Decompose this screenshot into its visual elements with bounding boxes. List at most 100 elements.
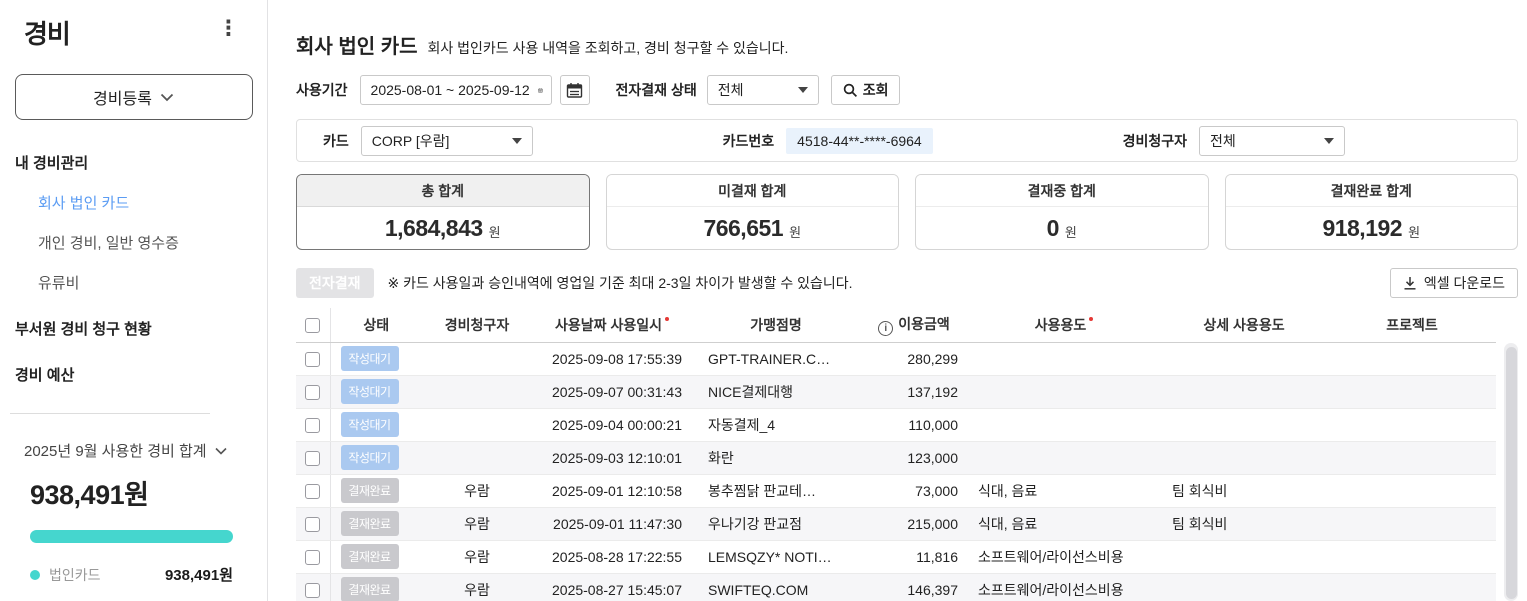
- row-checkbox[interactable]: [305, 582, 321, 598]
- project-cell: [1328, 573, 1496, 601]
- project-cell: [1328, 375, 1496, 409]
- download-icon: [1404, 276, 1416, 290]
- row-checkbox[interactable]: [305, 450, 321, 466]
- datetime-cell: 2025-09-01 12:10:58: [532, 474, 692, 508]
- row-checkbox-cell: [296, 441, 331, 475]
- table-row[interactable]: 작성대기 2025-09-03 12:10:01 화란 123,000: [296, 441, 1496, 475]
- chevron-down-icon: [215, 447, 227, 455]
- row-checkbox[interactable]: [305, 384, 321, 400]
- monthly-summary-toggle[interactable]: 2025년 9월 사용한 경비 합계: [24, 440, 267, 461]
- period-range-input[interactable]: 2025-08-01 ~ 2025-09-12: [359, 75, 552, 105]
- select-all-checkbox[interactable]: [305, 318, 321, 334]
- sidebar-item-fuel-expense[interactable]: 유류비: [38, 275, 80, 292]
- project-cell: [1328, 342, 1496, 376]
- legend-value: 938,491원: [164, 567, 233, 584]
- search-button[interactable]: 조회: [830, 75, 901, 105]
- amount-cell: 110,000: [860, 408, 968, 442]
- status-cell: 작성대기: [330, 441, 422, 475]
- sidebar-item-corporate-card[interactable]: 회사 법인 카드: [38, 195, 130, 212]
- claimant-label: 경비청구자: [1122, 132, 1187, 149]
- claimant-select[interactable]: 전체: [1199, 125, 1345, 156]
- row-checkbox-cell: [296, 375, 331, 409]
- summary-card-value: 766,651: [703, 214, 784, 241]
- row-checkbox[interactable]: [305, 516, 321, 532]
- merchant-cell: GPT-TRAINER.C…: [692, 342, 860, 376]
- expense-register-button[interactable]: 경비등록: [14, 74, 253, 120]
- electronic-approval-button[interactable]: 전자결재: [296, 268, 374, 298]
- status-badge: 결재완료: [340, 544, 399, 569]
- sidebar-item-expense-budget[interactable]: 경비 예산: [15, 367, 75, 384]
- calendar-icon: [566, 82, 583, 98]
- status-cell: 작성대기: [330, 342, 422, 376]
- claimant-cell: 우람: [422, 540, 532, 574]
- period-label: 사용기간: [296, 82, 348, 98]
- usage-cell: 식대, 음료: [968, 507, 1160, 541]
- sidebar-item-department-claims[interactable]: 부서원 경비 청구 현황: [15, 321, 152, 338]
- chevron-down-icon: [160, 93, 174, 101]
- amount-cell: 215,000: [860, 507, 968, 541]
- summary-card-total[interactable]: 총 합계 1,684,843 원: [296, 174, 590, 250]
- column-header-amount: i 이용금액: [860, 308, 968, 343]
- claimant-cell: [422, 408, 532, 442]
- table-scrollbar[interactable]: [1504, 343, 1518, 601]
- datetime-cell: 2025-08-27 15:45:07: [532, 573, 692, 601]
- monthly-progress-bar: [30, 530, 233, 543]
- summary-card-label: 결재중 합계: [916, 175, 1208, 207]
- dropdown-caret-icon: [511, 137, 522, 144]
- status-cell: 결재완료: [330, 573, 422, 601]
- usage-detail-cell: [1160, 540, 1328, 574]
- status-badge: 결재완료: [340, 577, 399, 601]
- table-body: 작성대기 2025-09-08 17:55:39 GPT-TRAINER.C… …: [296, 342, 1496, 601]
- required-dot-icon: [664, 316, 669, 321]
- scrollbar-thumb[interactable]: [1505, 347, 1517, 599]
- datetime-cell: 2025-09-04 00:00:21: [532, 408, 692, 442]
- approval-status-select[interactable]: 전체: [706, 75, 819, 105]
- datetime-cell: 2025-09-08 17:55:39: [532, 342, 692, 376]
- status-badge: 작성대기: [340, 346, 399, 371]
- usage-detail-cell: 팀 회식비: [1160, 474, 1328, 508]
- usage-cell: [968, 342, 1160, 376]
- legend-label: 법인카드: [49, 566, 101, 583]
- claimant-cell: [422, 375, 532, 409]
- row-checkbox[interactable]: [305, 483, 321, 499]
- column-header-usage-detail: 상세 사용용도: [1160, 308, 1328, 343]
- row-checkbox[interactable]: [305, 351, 321, 367]
- sidebar: 경비 ⋮ 경비등록 내 경비관리 회사 법인 카드 개인 경비, 일반 영수증 …: [0, 0, 268, 601]
- merchant-cell: SWIFTEQ.COM: [692, 573, 860, 601]
- table-row[interactable]: 작성대기 2025-09-04 00:00:21 자동결제_4 110,000: [296, 408, 1496, 442]
- column-header-status: 상태: [330, 308, 422, 343]
- claimant-cell: [422, 441, 532, 475]
- row-checkbox-cell: [296, 474, 331, 508]
- calendar-picker-button[interactable]: [559, 75, 590, 105]
- summary-card-approved[interactable]: 결재완료 합계 918,192 원: [1224, 174, 1518, 250]
- row-checkbox-cell: [296, 507, 331, 541]
- card-select[interactable]: CORP [우람]: [360, 125, 533, 156]
- merchant-cell: LEMSQZY* NOTI…: [692, 540, 860, 574]
- card-select-value: CORP [우람]: [371, 132, 450, 149]
- status-badge: 작성대기: [340, 412, 399, 437]
- kebab-menu-icon[interactable]: ⋮: [218, 17, 239, 40]
- table-row[interactable]: 결재완료 우람 2025-09-01 11:47:30 우나기강 판교점 215…: [296, 507, 1496, 541]
- required-dot-icon: [1089, 316, 1094, 321]
- summary-card-unit: 원: [488, 224, 501, 240]
- usage-cell: [968, 441, 1160, 475]
- table-row[interactable]: 작성대기 2025-09-07 00:31:43 NICE결제대행 137,19…: [296, 375, 1496, 409]
- excel-download-label: 엑셀 다운로드: [1423, 275, 1505, 291]
- table-row[interactable]: 작성대기 2025-09-08 17:55:39 GPT-TRAINER.C… …: [296, 342, 1496, 376]
- row-checkbox[interactable]: [305, 549, 321, 565]
- info-icon[interactable]: i: [878, 320, 894, 336]
- table-row[interactable]: 결재완료 우람 2025-09-01 12:10:58 봉추찜닭 판교테… 73…: [296, 474, 1496, 508]
- excel-download-button[interactable]: 엑셀 다운로드: [1389, 268, 1518, 298]
- claimant-cell: 우람: [422, 573, 532, 601]
- summary-card-unapproved[interactable]: 미결재 합계 766,651 원: [605, 174, 899, 250]
- datetime-cell: 2025-09-03 12:10:01: [532, 441, 692, 475]
- row-checkbox[interactable]: [305, 417, 321, 433]
- table-row[interactable]: 결재완료 우람 2025-08-28 17:22:55 LEMSQZY* NOT…: [296, 540, 1496, 574]
- table-row[interactable]: 결재완료 우람 2025-08-27 15:45:07 SWIFTEQ.COM …: [296, 573, 1496, 601]
- usage-detail-cell: [1160, 342, 1328, 376]
- sidebar-item-personal-expense[interactable]: 개인 경비, 일반 영수증: [38, 235, 179, 252]
- legend-dot-corporate-card: [30, 569, 40, 580]
- summary-card-label: 총 합계: [297, 175, 589, 207]
